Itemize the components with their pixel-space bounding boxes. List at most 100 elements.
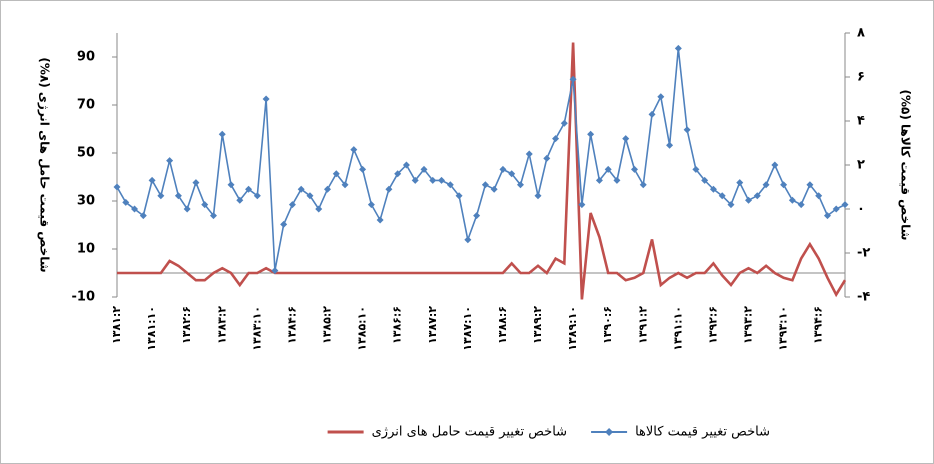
y-tick-label: 30 bbox=[77, 194, 95, 209]
series-marker bbox=[709, 185, 717, 193]
series-marker bbox=[613, 176, 621, 184]
x-tick-label: ۱۳۸۸:۶ bbox=[496, 306, 509, 344]
series-marker bbox=[674, 44, 682, 52]
series-marker bbox=[841, 201, 849, 209]
y-tick-label: 70 bbox=[77, 98, 95, 113]
x-tick-label: ۱۳۹۱:۲ bbox=[636, 306, 649, 344]
x-tick-label: ۱۳۸۱:۲ bbox=[110, 306, 123, 344]
series-marker bbox=[630, 165, 638, 173]
x-tick-label: ۱۳۸۵:۲ bbox=[321, 306, 334, 344]
series-marker bbox=[402, 161, 410, 169]
legend-label: شاخص تغییر قیمت حامل های انرژی bbox=[372, 425, 567, 440]
x-tick-label: ۱۳۸۵:۱۰ bbox=[356, 306, 369, 351]
series-marker bbox=[560, 119, 568, 127]
series-marker bbox=[823, 212, 831, 220]
series-marker bbox=[157, 192, 165, 200]
series-marker bbox=[438, 176, 446, 184]
series-marker bbox=[683, 126, 691, 134]
x-tick-label: ۱۳۹۳:۱۰ bbox=[777, 306, 790, 351]
series-marker bbox=[595, 176, 603, 184]
series-marker bbox=[587, 130, 595, 138]
series-marker bbox=[481, 181, 489, 189]
series-marker bbox=[797, 201, 805, 209]
series-marker bbox=[192, 179, 200, 187]
y2-axis-title: شاخص قیمت کالاها (۵%) bbox=[899, 90, 913, 241]
series-marker bbox=[516, 181, 524, 189]
series-marker bbox=[359, 165, 367, 173]
series-marker bbox=[639, 181, 647, 189]
x-tick-label: ۱۳۹۰:۶ bbox=[601, 306, 614, 344]
series-marker bbox=[253, 192, 261, 200]
series-marker bbox=[525, 150, 533, 158]
x-tick-label: ۱۳۹۲:۶ bbox=[706, 306, 719, 344]
x-tick-label: ۱۳۸۷:۱۰ bbox=[461, 306, 474, 351]
series-marker bbox=[113, 183, 121, 191]
x-tick-label: ۱۳۸۲:۶ bbox=[180, 306, 193, 344]
x-tick-label: ۱۳۹۱:۱۰ bbox=[671, 306, 684, 351]
series-marker bbox=[271, 267, 279, 275]
series-marker bbox=[420, 165, 428, 173]
x-tick-label: ۱۳۹۴:۶ bbox=[812, 306, 825, 344]
series-marker bbox=[762, 181, 770, 189]
series-marker bbox=[139, 212, 147, 220]
series-marker bbox=[280, 220, 288, 228]
series-marker bbox=[692, 165, 700, 173]
series-marker bbox=[604, 165, 612, 173]
series-marker bbox=[771, 161, 779, 169]
y2-tick-label: ۰ bbox=[857, 202, 865, 217]
x-tick-label: ۱۳۸۶:۶ bbox=[391, 306, 404, 344]
y-tick-label: 90 bbox=[77, 50, 95, 65]
x-tick-label: ۱۳۸۴:۶ bbox=[285, 306, 298, 344]
series-marker bbox=[122, 198, 130, 206]
series-marker bbox=[376, 216, 384, 224]
y-tick-label: -10 bbox=[72, 290, 96, 305]
series-marker bbox=[148, 176, 156, 184]
series-marker bbox=[753, 192, 761, 200]
legend-marker bbox=[605, 428, 614, 436]
series-marker bbox=[201, 201, 209, 209]
series-marker bbox=[174, 192, 182, 200]
y-tick-label: 10 bbox=[77, 242, 95, 257]
series-marker bbox=[578, 201, 586, 209]
series-marker bbox=[736, 179, 744, 187]
series-marker bbox=[315, 205, 323, 213]
x-tick-label: ۱۳۸۳:۱۰ bbox=[250, 306, 263, 351]
series-marker bbox=[508, 170, 516, 178]
series-marker bbox=[166, 157, 174, 165]
series-marker bbox=[648, 110, 656, 118]
series-marker bbox=[350, 146, 358, 154]
series-marker bbox=[701, 176, 709, 184]
series-marker bbox=[832, 205, 840, 213]
series-marker bbox=[666, 141, 674, 149]
series-marker bbox=[490, 185, 498, 193]
y2-tick-label: -۲ bbox=[857, 246, 870, 261]
series-marker bbox=[543, 154, 551, 162]
series-marker bbox=[552, 135, 560, 143]
y2-tick-label: ۸ bbox=[857, 26, 865, 41]
series-marker bbox=[429, 176, 437, 184]
series-marker bbox=[385, 185, 393, 193]
series-marker bbox=[297, 185, 305, 193]
series-marker bbox=[245, 185, 253, 193]
series-marker bbox=[332, 170, 340, 178]
series-marker bbox=[815, 192, 823, 200]
series-marker bbox=[622, 135, 630, 143]
series-marker bbox=[341, 181, 349, 189]
series-marker bbox=[218, 130, 226, 138]
y-axis-title: شاخص قیمت حامل های انرژی (۸%) bbox=[38, 57, 52, 272]
series-marker bbox=[227, 181, 235, 189]
x-tick-label: ۱۳۸۹:۲ bbox=[531, 306, 544, 344]
series-marker bbox=[324, 185, 332, 193]
x-tick-label: ۱۳۸۷:۲ bbox=[426, 306, 439, 344]
x-tick-label: ۱۳۸۳:۲ bbox=[215, 306, 228, 344]
series-marker bbox=[499, 165, 507, 173]
series-marker bbox=[446, 181, 454, 189]
series-marker bbox=[464, 236, 472, 244]
x-tick-label: ۱۳۸۹:۱۰ bbox=[566, 306, 579, 351]
series-marker bbox=[236, 196, 244, 204]
series-marker bbox=[367, 201, 375, 209]
series-marker bbox=[209, 212, 217, 220]
y-tick-label: 50 bbox=[77, 146, 95, 161]
y2-tick-label: ۴ bbox=[857, 114, 865, 129]
